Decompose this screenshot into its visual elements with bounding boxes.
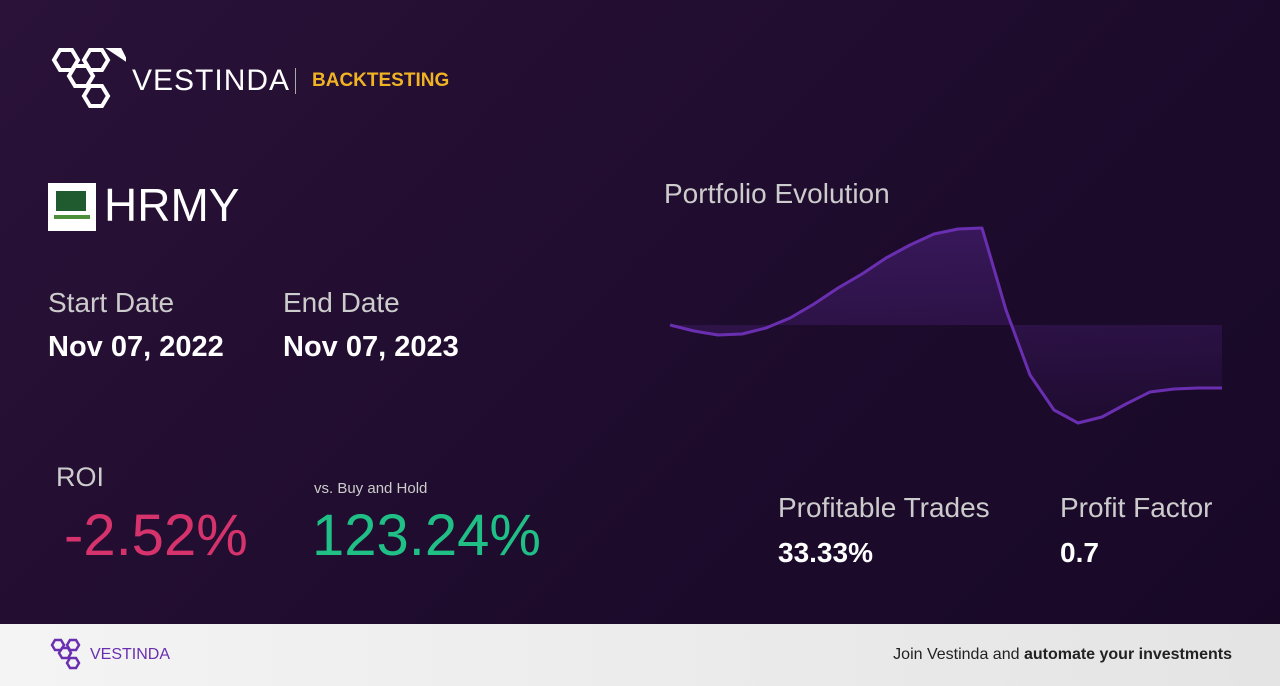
footer-logo [50, 638, 81, 670]
benchmark-label: vs. Buy and Hold [314, 480, 428, 497]
footer: VESTINDA Join Vestinda and automate your… [0, 624, 1280, 686]
benchmark-value: 123.24% [312, 503, 541, 568]
footer-brand: VESTINDA [90, 646, 171, 663]
end-date: Nov 07, 2023 [283, 331, 459, 363]
cta-bold: automate your investments [1023, 646, 1232, 663]
trades-label: Profitable Trades [778, 492, 990, 523]
ticker-logo [48, 183, 96, 231]
brand: VESTINDA [132, 64, 291, 97]
chart [669, 226, 1222, 425]
roi-value: -2.52% [64, 503, 248, 568]
cta: Join Vestinda and automate your investme… [893, 646, 1232, 664]
start-label: Start Date [48, 287, 175, 318]
factor-value: 0.7 [1060, 537, 1099, 568]
area [670, 228, 1222, 423]
end-label: End Date [283, 287, 400, 318]
factor-label: Profit Factor [1060, 492, 1213, 523]
chart-title: Portfolio Evolution [664, 178, 890, 209]
line [669, 226, 1222, 425]
start-date: Nov 07, 2022 [48, 331, 224, 363]
trades-value: 33.33% [778, 537, 873, 568]
ticker: HRMY [104, 179, 240, 231]
section: BACKTESTING [312, 70, 450, 91]
cta-plain: Join Vestinda and [893, 646, 1024, 663]
divider [295, 68, 296, 94]
roi-label: ROI [56, 462, 105, 492]
logo-mark [51, 48, 126, 108]
